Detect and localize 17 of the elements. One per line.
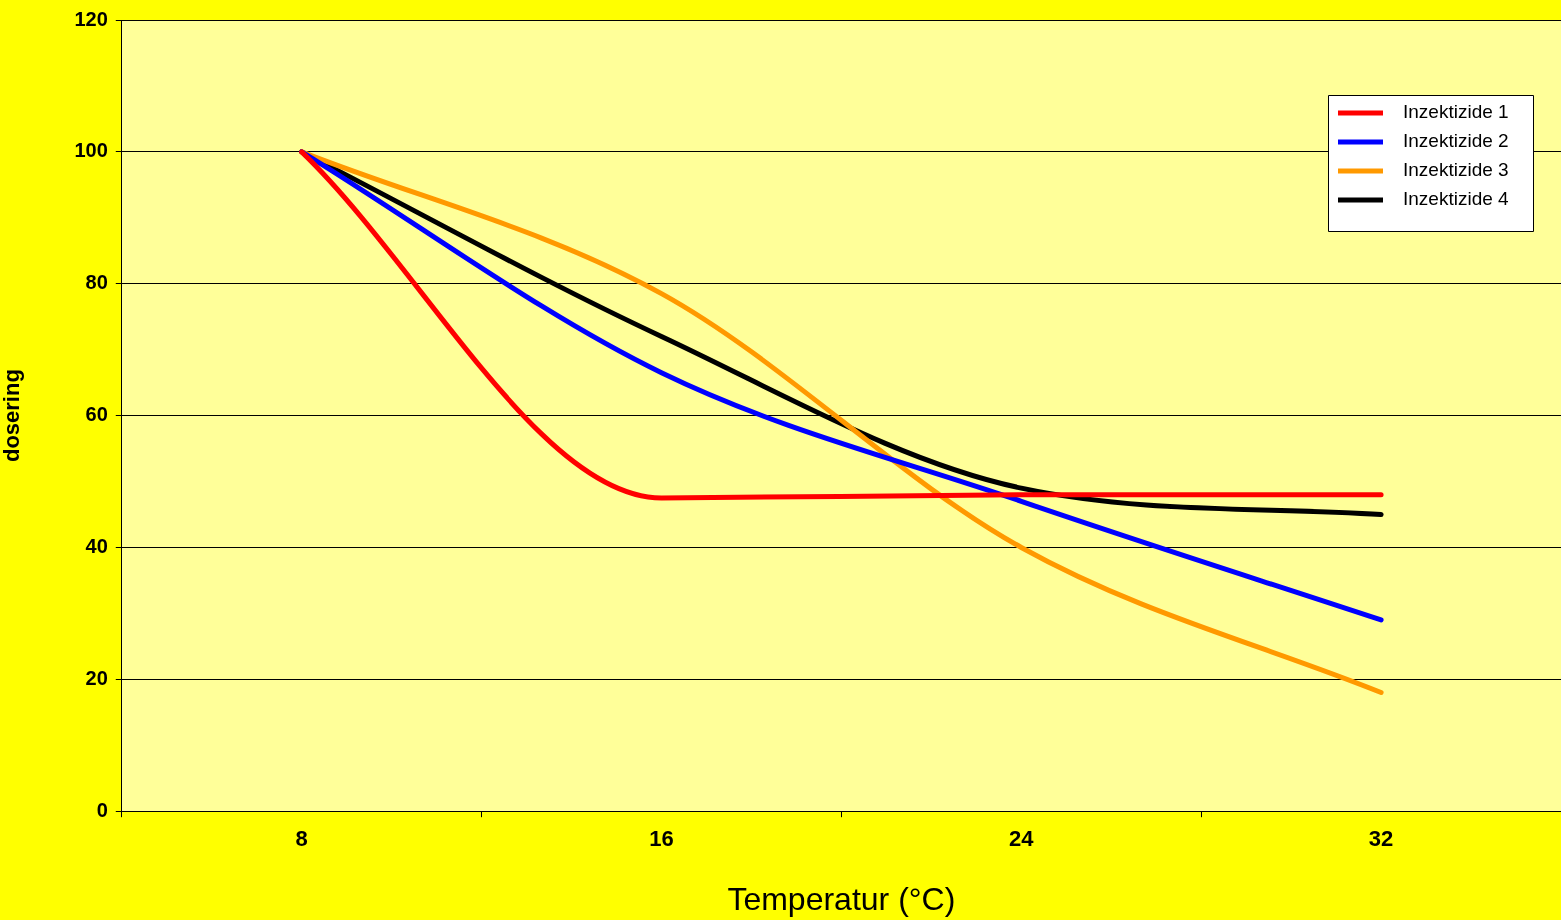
x-axis-title: Temperatur (°C)	[727, 880, 956, 917]
y-tick-label: 100	[74, 139, 108, 162]
legend-label: Inzektizide 4	[1403, 188, 1510, 210]
legend-label: Inzektizide 2	[1403, 130, 1509, 152]
y-tick-label: 60	[85, 403, 108, 426]
y-tick-label: 0	[96, 798, 108, 821]
y-tick-label: 40	[85, 534, 108, 557]
legend-label: Inzektizide 3	[1403, 159, 1509, 181]
x-tick-label: 8	[295, 826, 308, 852]
x-tick-label: 32	[1368, 826, 1394, 852]
y-tick-label: 20	[85, 666, 108, 689]
y-tick-label: 120	[74, 7, 108, 30]
y-tick-label: 80	[85, 271, 108, 294]
legend-label: Inzektizide 1	[1403, 101, 1509, 123]
x-tick-label: 16	[649, 826, 674, 852]
y-axis-title: dosering	[0, 369, 25, 463]
x-tick-label: 24	[1009, 826, 1035, 852]
